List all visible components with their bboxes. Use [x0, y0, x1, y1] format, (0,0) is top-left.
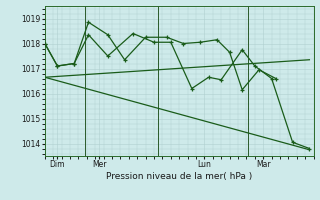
X-axis label: Pression niveau de la mer( hPa ): Pression niveau de la mer( hPa )	[106, 172, 252, 181]
